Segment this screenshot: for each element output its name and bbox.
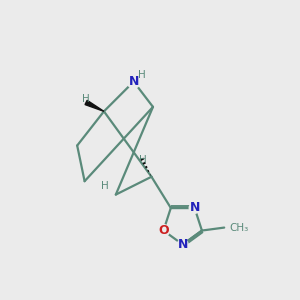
Text: N: N xyxy=(189,202,200,214)
Circle shape xyxy=(177,239,188,250)
Text: H: H xyxy=(139,155,147,165)
Text: H: H xyxy=(138,70,146,80)
Polygon shape xyxy=(85,100,104,111)
Text: CH₃: CH₃ xyxy=(230,223,249,232)
Text: O: O xyxy=(158,224,169,237)
Text: N: N xyxy=(128,75,139,88)
Circle shape xyxy=(189,202,200,213)
Circle shape xyxy=(158,225,169,236)
Circle shape xyxy=(127,75,140,88)
Text: H: H xyxy=(101,181,108,191)
Text: N: N xyxy=(178,238,188,251)
Text: H: H xyxy=(82,94,89,104)
